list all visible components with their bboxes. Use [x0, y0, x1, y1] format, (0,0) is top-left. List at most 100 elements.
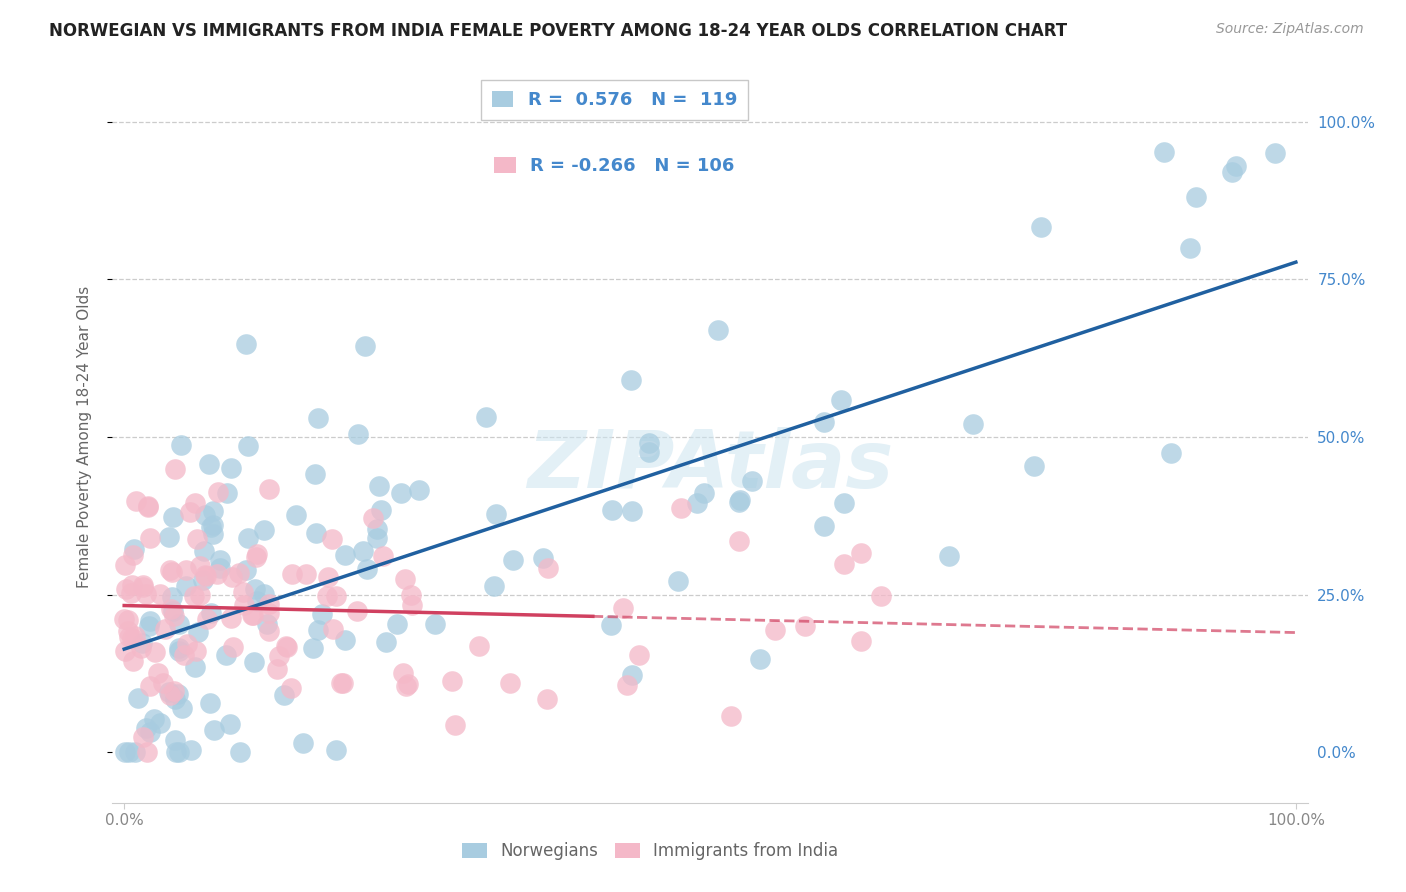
- Point: [245, 582, 267, 597]
- Point: [136, 499, 159, 513]
- Point: [356, 561, 378, 575]
- Point: [160, 590, 183, 604]
- Point: [114, 582, 136, 596]
- Point: [132, 580, 155, 594]
- Point: [121, 578, 143, 592]
- Point: [242, 607, 264, 622]
- Point: [188, 588, 211, 602]
- Point: [612, 601, 634, 615]
- Point: [330, 676, 353, 690]
- Point: [627, 648, 650, 663]
- Point: [215, 648, 238, 663]
- Point: [302, 641, 325, 656]
- Point: [184, 643, 207, 657]
- Point: [274, 639, 297, 653]
- Point: [136, 500, 159, 514]
- Point: [389, 486, 412, 500]
- Point: [131, 636, 153, 650]
- Point: [333, 632, 356, 647]
- Point: [408, 483, 430, 498]
- Point: [143, 645, 166, 659]
- Point: [638, 436, 661, 450]
- Point: [352, 544, 374, 558]
- Point: [727, 533, 749, 548]
- Point: [202, 526, 225, 541]
- Point: [135, 587, 157, 601]
- Point: [401, 598, 423, 612]
- Text: NORWEGIAN VS IMMIGRANTS FROM INDIA FEMALE POVERTY AMONG 18-24 YEAR OLDS CORRELAT: NORWEGIAN VS IMMIGRANTS FROM INDIA FEMAL…: [49, 22, 1067, 40]
- Point: [184, 496, 207, 510]
- Point: [851, 545, 873, 559]
- Point: [114, 745, 136, 759]
- Point: [371, 549, 394, 563]
- Point: [321, 532, 343, 546]
- Point: [346, 426, 368, 441]
- Point: [531, 551, 554, 566]
- Point: [202, 504, 225, 518]
- Point: [1031, 219, 1053, 234]
- Point: [163, 461, 186, 475]
- Point: [813, 415, 835, 429]
- Point: [135, 722, 157, 736]
- Point: [183, 589, 205, 603]
- Point: [536, 691, 558, 706]
- Point: [830, 392, 852, 407]
- Point: [232, 585, 254, 599]
- Point: [146, 666, 169, 681]
- Point: [485, 508, 508, 522]
- Point: [370, 502, 392, 516]
- Point: [325, 589, 347, 603]
- Point: [849, 634, 872, 648]
- Point: [165, 745, 187, 759]
- Point: [195, 612, 218, 626]
- Point: [423, 616, 446, 631]
- Point: [179, 505, 201, 519]
- Point: [202, 723, 225, 737]
- Point: [475, 410, 498, 425]
- Point: [311, 607, 333, 621]
- Point: [793, 619, 815, 633]
- Point: [322, 622, 344, 636]
- Point: [253, 523, 276, 537]
- Point: [190, 558, 212, 573]
- Point: [763, 624, 786, 638]
- Point: [169, 745, 191, 759]
- Point: [728, 495, 751, 509]
- Point: [132, 730, 155, 744]
- Point: [1153, 145, 1175, 160]
- Point: [502, 553, 524, 567]
- Point: [741, 475, 763, 489]
- Point: [616, 678, 638, 692]
- Point: [124, 745, 146, 759]
- Point: [246, 594, 269, 608]
- Point: [221, 570, 243, 584]
- Point: [276, 640, 298, 654]
- Point: [208, 553, 231, 567]
- Point: [176, 637, 198, 651]
- Point: [157, 685, 180, 699]
- Point: [267, 649, 290, 664]
- Point: [335, 548, 357, 562]
- Point: [200, 606, 222, 620]
- Point: [366, 522, 388, 536]
- Point: [354, 339, 377, 353]
- Point: [117, 613, 139, 627]
- Point: [304, 467, 326, 481]
- Point: [482, 579, 505, 593]
- Point: [174, 579, 197, 593]
- Point: [366, 532, 388, 546]
- Point: [233, 598, 256, 612]
- Point: [600, 618, 623, 632]
- Point: [118, 630, 141, 644]
- Point: [235, 337, 257, 351]
- Point: [138, 614, 160, 628]
- Point: [163, 684, 186, 698]
- Point: [149, 587, 172, 601]
- Point: [170, 438, 193, 452]
- Point: [236, 531, 259, 545]
- Point: [962, 417, 984, 431]
- Point: [163, 732, 186, 747]
- Point: [142, 712, 165, 726]
- Point: [198, 457, 221, 471]
- Point: [172, 700, 194, 714]
